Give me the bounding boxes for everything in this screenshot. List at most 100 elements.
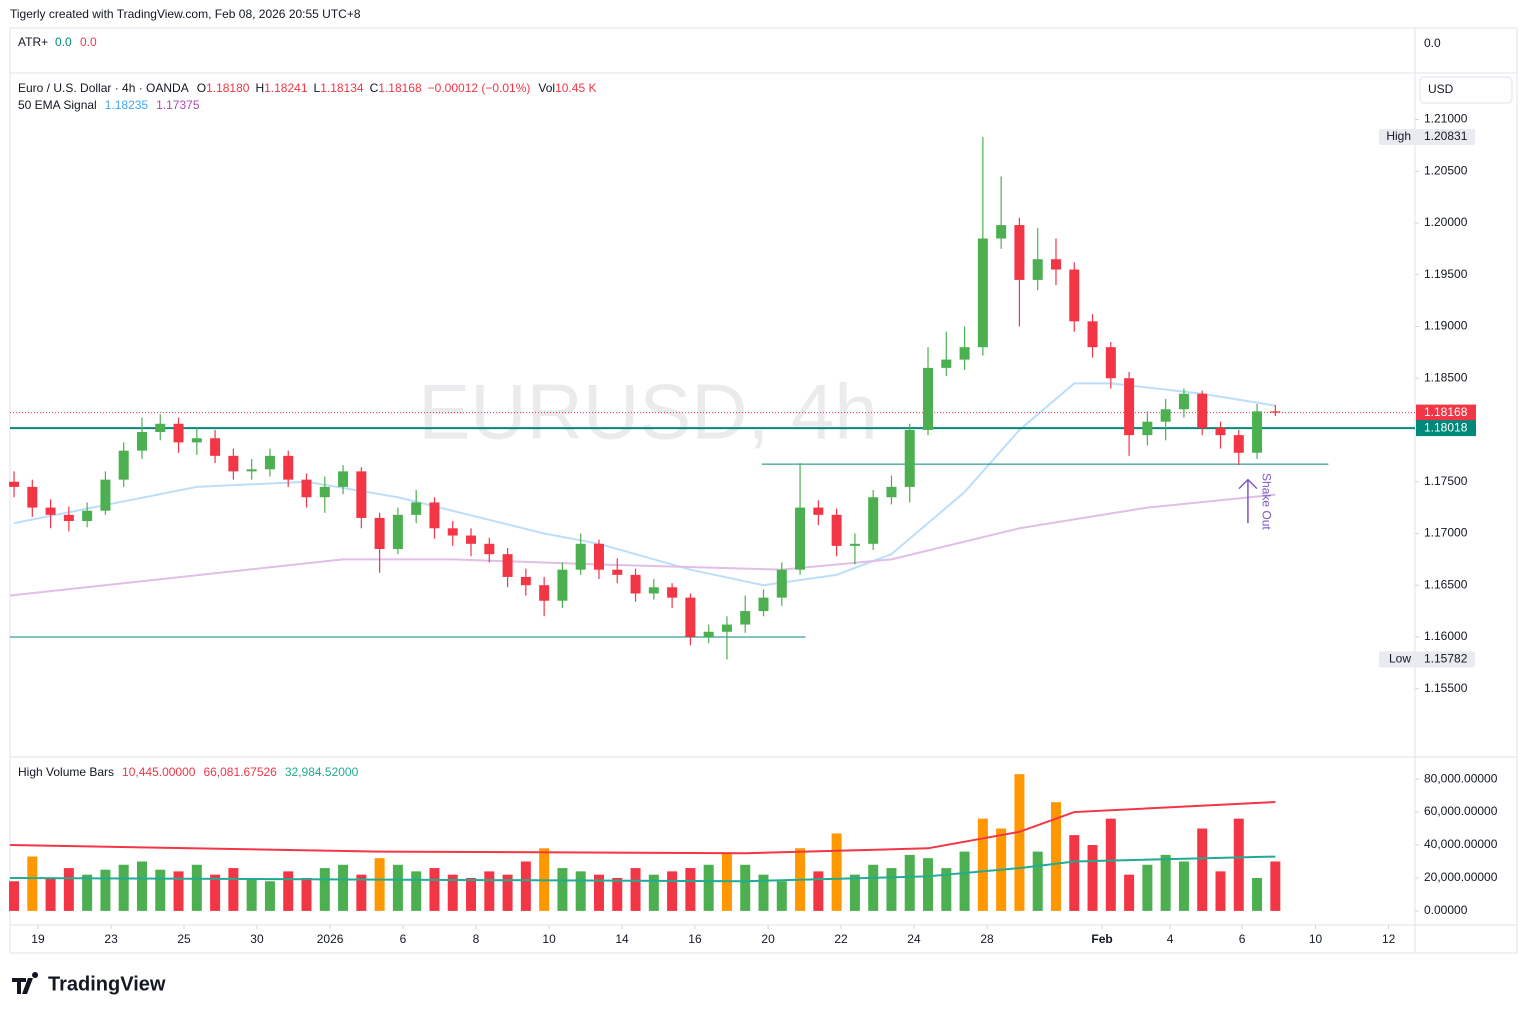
candle-body (1270, 411, 1281, 413)
extreme-box (1379, 651, 1475, 668)
ohlc-value: 1.18241 (264, 81, 308, 95)
volume-bar (100, 869, 111, 911)
x-tick-label: Feb (1091, 932, 1112, 946)
candle-body (1069, 269, 1080, 322)
y-tick-label: 1.16500 (1424, 577, 1468, 591)
candle-body (703, 631, 714, 637)
annotation-text: Shake Out (1260, 473, 1274, 530)
candle-body (1197, 393, 1208, 428)
volume-bar (1233, 818, 1244, 911)
volume-bar (301, 877, 312, 911)
volume-legend-value: 66,081.67526 (203, 765, 277, 779)
volume-bar (1215, 871, 1226, 911)
candle-body (904, 429, 915, 487)
candle-body (941, 359, 952, 368)
volume-bar (191, 864, 202, 911)
x-tick-label: 20 (761, 932, 775, 946)
candle-body (1124, 378, 1135, 436)
candle-body (813, 507, 824, 515)
y-tick-label: 20,000.00000 (1424, 870, 1498, 884)
legend-row: Euro / U.S. Dollar · 4h · OANDA O1.18180 H… (18, 81, 596, 95)
currency-button[interactable] (1419, 76, 1513, 104)
y-tick-label: 1.19500 (1424, 267, 1468, 281)
volume-bar (1069, 835, 1080, 911)
volume-bar (155, 869, 166, 911)
volume-bar (685, 868, 696, 911)
x-tick-label: 16 (688, 932, 702, 946)
indicator-line (9, 801, 1276, 855)
candle-body (466, 535, 477, 544)
currency[interactable]: USD (1428, 82, 1454, 96)
candle-body (886, 486, 897, 498)
atr-value: 0.0 (55, 35, 72, 49)
candle-body (411, 502, 422, 515)
volume-bar (831, 833, 842, 911)
candle-body (429, 502, 440, 529)
x-tick-label: 30 (250, 932, 264, 946)
x-tick-label: 23 (104, 932, 118, 946)
candle-body (447, 528, 458, 536)
volume-bar (392, 864, 403, 911)
candle-body (1014, 225, 1025, 280)
indicator-line (9, 855, 1276, 883)
volume-bar (1014, 774, 1025, 911)
candle-body (63, 514, 74, 522)
volume-bar (1252, 877, 1263, 911)
atr-scale: 0.0 (1424, 36, 1441, 50)
volume-bar (264, 881, 275, 911)
plot: 19 23 25 30 2026 6 8 10 14 16 20 22 24 28 Feb 4 6 10 12 1.1… (9, 112, 1498, 946)
candle-body (1105, 347, 1116, 379)
volume-bar (210, 874, 221, 911)
volume-bar (813, 871, 824, 911)
volume-bar (27, 856, 38, 911)
candle-body (1160, 409, 1171, 422)
volume-bar (1197, 828, 1208, 911)
extreme-box (1379, 128, 1475, 145)
y-tick-label: 1.20000 (1424, 215, 1468, 229)
candle-body (977, 238, 988, 348)
volume-bar (575, 871, 586, 911)
candle-body (1142, 421, 1153, 436)
ohlc-label: C (370, 81, 379, 95)
candle-body (721, 624, 732, 632)
volume-bar (959, 851, 970, 911)
volume-bar (1178, 861, 1189, 911)
volume-bar (173, 871, 184, 911)
candle-body (27, 486, 38, 508)
candle-body (667, 587, 678, 598)
candle-body (191, 438, 202, 443)
volume-bar (9, 881, 20, 911)
volume-bar (923, 858, 934, 911)
y-tick-label: 1.20500 (1424, 163, 1468, 177)
extreme-name: Low (1389, 652, 1411, 666)
price-label: 1.18018 (1424, 420, 1468, 434)
price-label: 1.18168 (1424, 405, 1468, 419)
volume-label: Vol (538, 81, 555, 95)
volume-bar (63, 868, 74, 911)
volume-bar (82, 874, 93, 911)
volume-bar (977, 818, 988, 911)
candle-body (374, 517, 385, 549)
volume-bar (118, 864, 129, 911)
x-tick-label: 12 (1382, 932, 1396, 946)
volume-bar (667, 871, 678, 911)
candle-body (776, 569, 787, 598)
volume-bar (1270, 861, 1281, 911)
volume-bar (1142, 864, 1153, 911)
candle-body (136, 432, 147, 451)
y-tick-label: 1.21000 (1424, 112, 1468, 126)
x-tick-label: 8 (473, 932, 480, 946)
ohlc-label: L (314, 81, 321, 95)
candle-body (356, 471, 367, 518)
candle-body (758, 597, 769, 612)
candle-body (228, 455, 239, 472)
x-tick-label: 24 (907, 932, 921, 946)
volume-bar (904, 854, 915, 911)
candle-body (264, 455, 275, 470)
candle-body (539, 585, 550, 601)
x-tick-label: 28 (980, 932, 994, 946)
frame (9, 27, 1518, 954)
candle-body (1050, 259, 1061, 270)
price-label-box (1416, 420, 1476, 437)
